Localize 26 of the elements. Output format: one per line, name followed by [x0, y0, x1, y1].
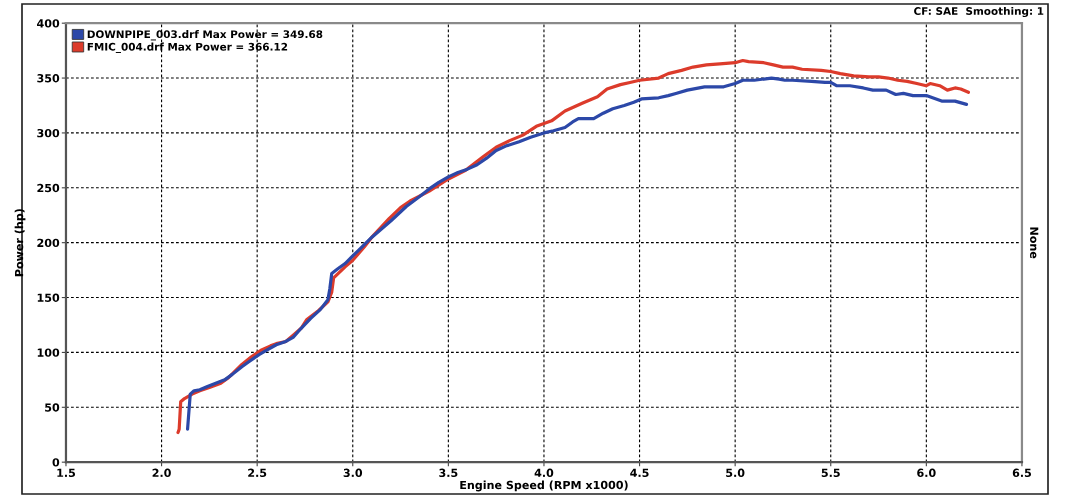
y-tick-label: 200 — [37, 238, 60, 248]
y-tick-label: 350 — [37, 74, 60, 83]
y-tick-label: 250 — [37, 183, 60, 193]
y-tick-label: 0 — [52, 458, 60, 467]
x-tick-label: 5.5 — [821, 468, 840, 478]
x-tick-label: 1.5 — [57, 468, 76, 478]
y-tick-label: 50 — [45, 403, 60, 412]
legend-label: DOWNPIPE_003.drf Max Power = 349.68 — [87, 30, 323, 41]
legend-label: FMIC_004.drf Max Power = 366.12 — [87, 42, 288, 53]
y2-axis-title: None — [1030, 227, 1039, 259]
x-tick-label: 2.5 — [248, 468, 267, 478]
text: CF: SAE Smoothing: 1 — [914, 6, 1044, 18]
y-tick-label: 150 — [37, 293, 60, 302]
x-tick-label: 3.5 — [439, 468, 458, 478]
x-tick-label: 3.0 — [343, 468, 363, 478]
y-tick-label: 300 — [37, 128, 60, 138]
y-tick-label: 100 — [37, 348, 60, 357]
x-tick-label: 2.0 — [152, 468, 171, 478]
x-tick-label: 4.5 — [630, 468, 649, 478]
x-tick-label: 5.0 — [726, 468, 745, 478]
x-tick-label: 6.5 — [1012, 468, 1032, 478]
y-tick-label: 400 — [37, 19, 60, 28]
x-tick-label: 4.0 — [534, 468, 554, 478]
x-tick-label: 6.0 — [917, 468, 936, 478]
y-axis-title: Power (hp) — [14, 209, 26, 277]
x-axis-title: Engine Speed (RPM x1000) — [460, 480, 628, 492]
